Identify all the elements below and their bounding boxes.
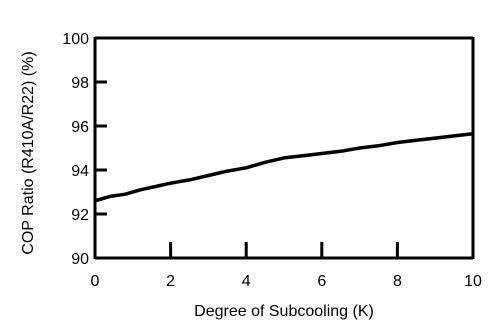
x-tick-label: 6 xyxy=(317,273,326,290)
x-tick-label: 8 xyxy=(393,273,402,290)
y-tick-label: 98 xyxy=(71,75,89,92)
x-tick-label: 2 xyxy=(166,273,175,290)
series-group xyxy=(94,131,474,203)
y-tick-label: 96 xyxy=(71,119,89,136)
y-tick-label: 92 xyxy=(71,207,89,224)
y-tick-label: 94 xyxy=(71,163,89,180)
x-axis-label: Degree of Subcooling (K) xyxy=(194,303,374,320)
x-tick-label: 0 xyxy=(91,273,100,290)
axis-ticks xyxy=(95,80,399,258)
y-axis-label: COP Ratio (R410A/R22) (%) xyxy=(20,51,37,254)
y-tick-label: 90 xyxy=(71,251,89,268)
x-tick-label: 4 xyxy=(242,273,251,290)
y-tick-label: 100 xyxy=(62,31,89,48)
tick-labels: 0 2 4 6 8 10 90 92 94 96 98 100 xyxy=(62,31,482,290)
series-line xyxy=(94,131,474,203)
plot-frame xyxy=(93,36,475,260)
x-tick-label: 10 xyxy=(464,273,482,290)
